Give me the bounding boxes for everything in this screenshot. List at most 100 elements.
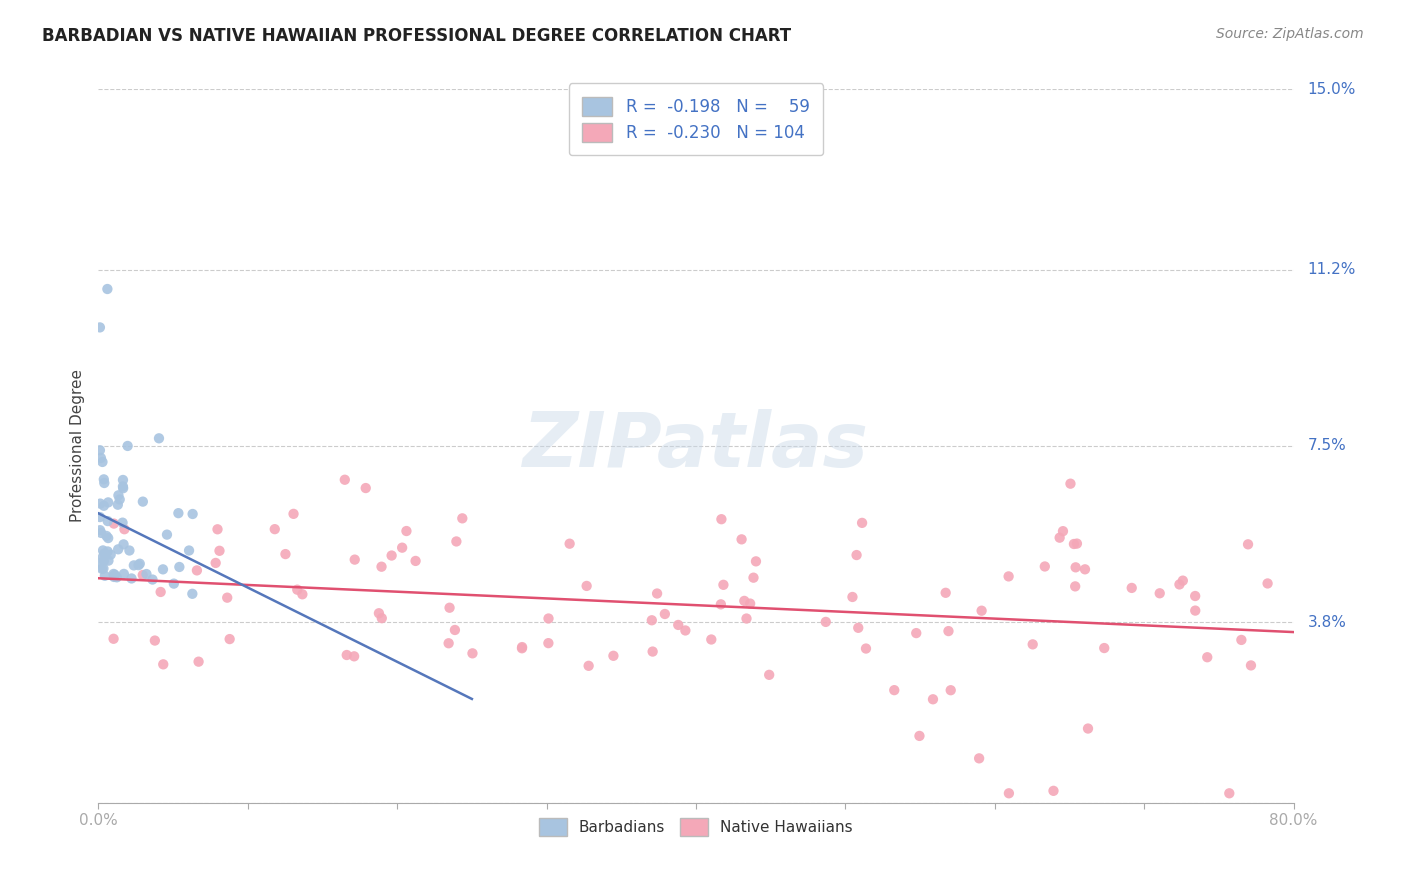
Point xyxy=(343,649,366,664)
Point xyxy=(187,655,209,669)
Point xyxy=(218,632,240,646)
Point xyxy=(135,567,157,582)
Point xyxy=(742,571,765,585)
Point xyxy=(91,543,114,558)
Text: 11.2%: 11.2% xyxy=(1308,262,1355,277)
Point xyxy=(368,606,391,620)
Point xyxy=(1066,536,1088,550)
Point xyxy=(148,431,170,445)
Y-axis label: Professional Degree: Professional Degree xyxy=(69,369,84,523)
Point xyxy=(1077,722,1099,736)
Point xyxy=(851,516,873,530)
Point xyxy=(845,548,868,562)
Point xyxy=(97,544,120,558)
Point xyxy=(333,473,356,487)
Point xyxy=(1063,537,1085,551)
Point xyxy=(103,632,125,646)
Point xyxy=(846,621,869,635)
Point xyxy=(207,522,229,536)
Text: ZIPatlas: ZIPatlas xyxy=(523,409,869,483)
Point xyxy=(1237,537,1260,551)
Point xyxy=(1092,641,1115,656)
Point xyxy=(1184,604,1206,618)
Point xyxy=(908,729,931,743)
Point xyxy=(740,597,762,611)
Point xyxy=(89,510,111,524)
Point xyxy=(104,567,127,582)
Point xyxy=(90,525,112,540)
Text: BARBADIAN VS NATIVE HAWAIIAN PROFESSIONAL DEGREE CORRELATION CHART: BARBADIAN VS NATIVE HAWAIIAN PROFESSIONA… xyxy=(42,27,792,45)
Point xyxy=(1049,531,1071,545)
Point xyxy=(730,533,752,547)
Point xyxy=(156,527,179,541)
Point xyxy=(291,587,314,601)
Point xyxy=(112,481,135,495)
Point xyxy=(446,534,468,549)
Point xyxy=(645,586,668,600)
Point xyxy=(405,554,427,568)
Point xyxy=(510,640,533,654)
Point xyxy=(96,282,118,296)
Point xyxy=(108,492,131,507)
Point xyxy=(217,591,239,605)
Point xyxy=(654,607,676,621)
Point xyxy=(112,537,135,551)
Point xyxy=(710,598,733,612)
Point xyxy=(91,455,114,469)
Point xyxy=(90,450,112,465)
Text: 3.8%: 3.8% xyxy=(1308,615,1347,630)
Point xyxy=(510,641,533,656)
Point xyxy=(89,443,111,458)
Point xyxy=(97,514,120,528)
Point xyxy=(105,570,128,584)
Point xyxy=(461,646,484,660)
Point xyxy=(89,497,111,511)
Point xyxy=(89,523,111,537)
Point xyxy=(103,566,125,581)
Point xyxy=(132,494,155,508)
Point xyxy=(1074,562,1097,576)
Point xyxy=(107,488,129,502)
Point xyxy=(117,439,139,453)
Point xyxy=(181,507,204,521)
Point xyxy=(181,587,204,601)
Point xyxy=(395,524,418,538)
Point xyxy=(922,692,945,706)
Point xyxy=(263,522,285,536)
Point xyxy=(91,549,114,564)
Point xyxy=(939,683,962,698)
Point xyxy=(177,543,200,558)
Point xyxy=(111,473,134,487)
Point xyxy=(107,498,129,512)
Point xyxy=(118,543,141,558)
Text: Source: ZipAtlas.com: Source: ZipAtlas.com xyxy=(1216,27,1364,41)
Point xyxy=(274,547,297,561)
Point xyxy=(444,623,467,637)
Point xyxy=(90,562,112,576)
Point xyxy=(537,611,560,625)
Point xyxy=(997,569,1019,583)
Point xyxy=(121,571,143,585)
Point xyxy=(285,582,308,597)
Point xyxy=(163,576,186,591)
Point xyxy=(391,541,413,555)
Point xyxy=(93,499,115,513)
Point xyxy=(1052,524,1074,538)
Point xyxy=(97,554,120,568)
Point xyxy=(93,547,115,561)
Point xyxy=(149,585,172,599)
Point xyxy=(93,475,115,490)
Point xyxy=(1168,577,1191,591)
Point xyxy=(1230,632,1253,647)
Point xyxy=(641,644,664,658)
Point xyxy=(100,548,122,562)
Point xyxy=(733,594,755,608)
Point xyxy=(439,600,461,615)
Point xyxy=(89,320,111,334)
Point xyxy=(122,558,145,573)
Point xyxy=(111,516,134,530)
Point xyxy=(204,556,226,570)
Point xyxy=(758,668,780,682)
Point xyxy=(814,615,837,629)
Point xyxy=(1064,560,1087,574)
